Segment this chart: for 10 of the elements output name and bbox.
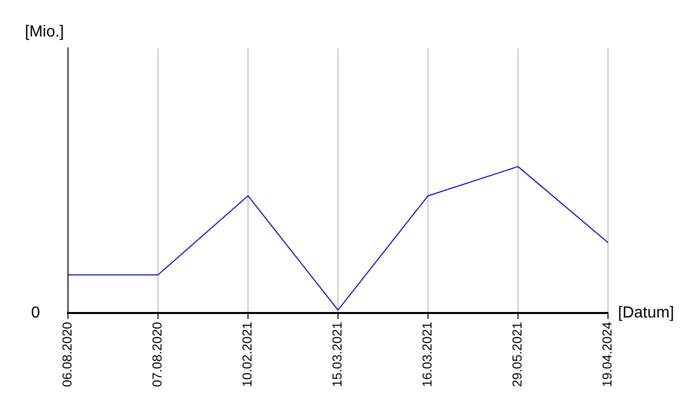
text: 0 — [31, 304, 40, 322]
x-tick-label: 06.08.2020 — [60, 322, 75, 388]
x-axis-title: [Datum] — [618, 304, 674, 322]
x-tick-label: 07.08.2020 — [150, 322, 165, 388]
text: [Mio.] — [24, 23, 64, 40]
x-tick-label: 19.04.2024 — [600, 322, 615, 388]
x-tick-label: 10.02.2021 — [240, 322, 255, 388]
x-tick-label: 15.03.2021 — [330, 322, 345, 388]
x-tick-label: 29.05.2021 — [510, 322, 525, 388]
x-tick-label: 16.03.2021 — [420, 322, 435, 388]
